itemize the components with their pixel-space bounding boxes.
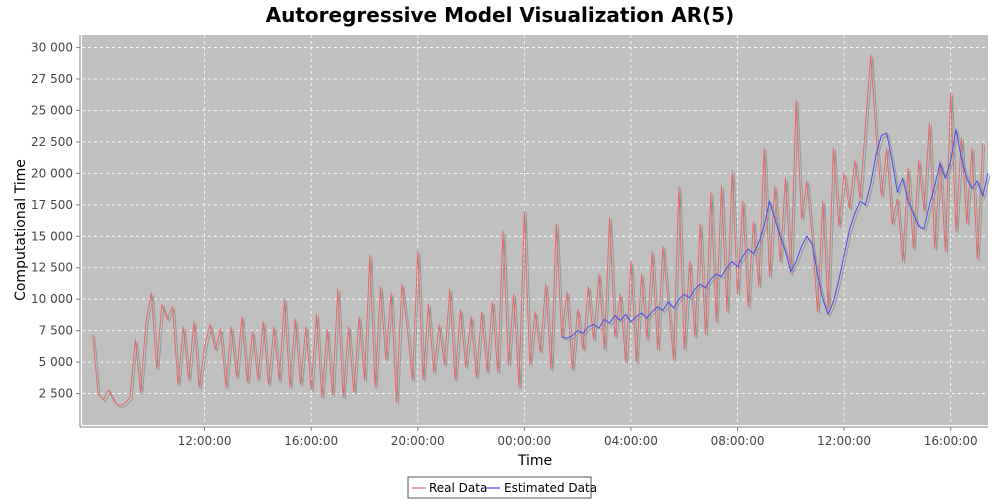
x-tick-label: 08:00:00 xyxy=(711,434,765,448)
chart-title: Autoregressive Model Visualization AR(5) xyxy=(266,3,735,27)
y-tick-label: 20 000 xyxy=(31,166,73,180)
series-shadow-1 xyxy=(563,131,991,341)
x-axis-label: Time xyxy=(517,453,552,469)
y-tick-label: 25 000 xyxy=(31,103,73,117)
y-tick-label: 7 500 xyxy=(39,324,73,338)
x-tick-label: 12:00:00 xyxy=(817,434,871,448)
series-line-estimated-data xyxy=(561,128,989,339)
x-tick-label: 16:00:00 xyxy=(924,434,978,448)
legend: Real Data Estimated Data xyxy=(407,476,597,499)
legend-label-real-data: Real Data xyxy=(429,481,487,495)
y-tick-label: 17 500 xyxy=(31,198,73,212)
x-tick-label: 00:00:00 xyxy=(497,434,551,448)
series-line-real-data xyxy=(92,54,984,407)
x-tick-label: 12:00:00 xyxy=(178,434,232,448)
x-tick-label: 04:00:00 xyxy=(604,434,658,448)
y-tick-label: 12 500 xyxy=(31,261,73,275)
y-tick-label: 10 000 xyxy=(31,292,73,306)
y-tick-label: 27 500 xyxy=(31,72,73,86)
plot-area xyxy=(82,35,988,425)
y-tick-label: 15 000 xyxy=(31,229,73,243)
y-tick-label: 22 500 xyxy=(31,135,73,149)
series-shadow-0 xyxy=(94,57,986,409)
series xyxy=(92,54,991,409)
y-axis-label: Computational Time xyxy=(13,159,29,301)
y-tick-label: 5 000 xyxy=(39,355,73,369)
y-tick-label: 2 500 xyxy=(39,387,73,401)
x-tick-label: 16:00:00 xyxy=(284,434,338,448)
axis-ticks: 2 500 5 000 7 500 10 000 12 500 15 000 17 500 2… xyxy=(31,41,978,448)
legend-label-estimated-data: Estimated Data xyxy=(504,481,597,495)
x-tick-label: 20:00:00 xyxy=(391,434,445,448)
y-tick-label: 30 000 xyxy=(31,41,73,55)
